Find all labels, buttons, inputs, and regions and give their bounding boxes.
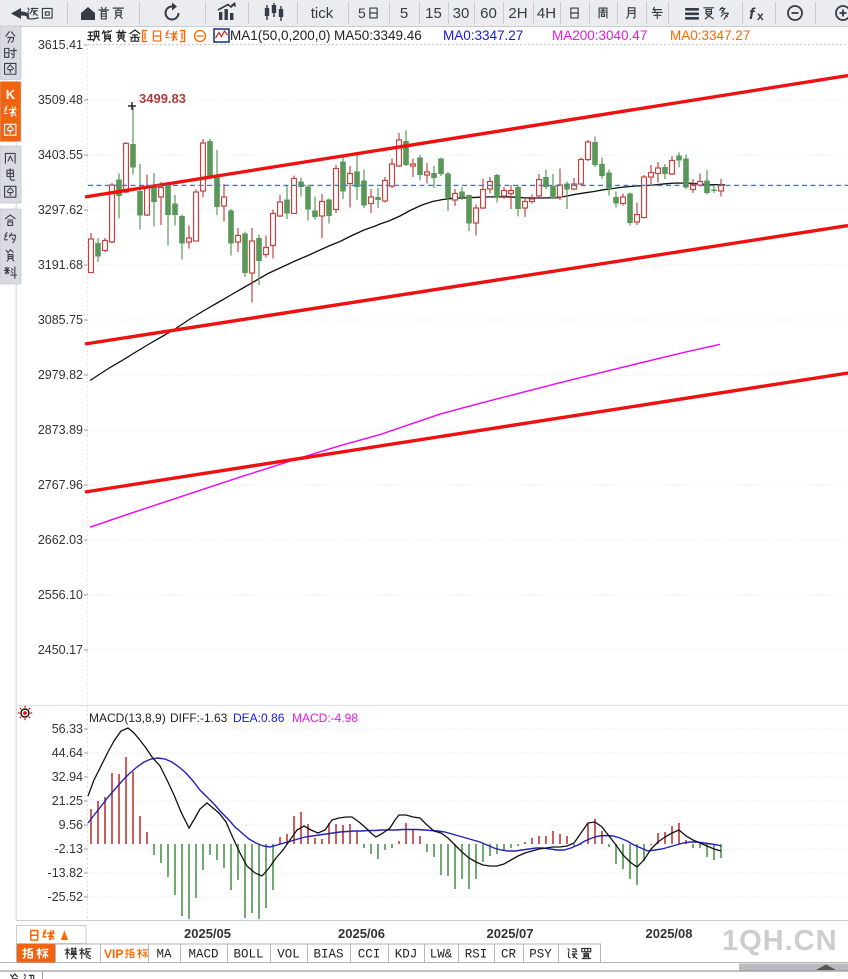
svg-text:1QH.CN: 1QH.CN — [722, 925, 838, 957]
svg-text:MA200:3040.47: MA200:3040.47 — [552, 28, 647, 43]
svg-text:MA1(50,0,200,0): MA1(50,0,200,0) — [230, 28, 331, 43]
svg-text:3191.68: 3191.68 — [38, 258, 83, 272]
svg-text:MA: MA — [156, 948, 172, 962]
svg-text:-25.52: -25.52 — [48, 890, 83, 904]
svg-text:4H: 4H — [537, 5, 556, 22]
svg-text:2025/05: 2025/05 — [184, 926, 231, 941]
svg-text:9.56: 9.56 — [59, 818, 83, 832]
svg-text:x: x — [757, 9, 764, 23]
svg-text:VOL: VOL — [277, 948, 300, 962]
svg-text:PSY: PSY — [529, 948, 552, 962]
svg-text:3403.55: 3403.55 — [38, 148, 83, 162]
svg-text:2025/07: 2025/07 — [487, 926, 534, 941]
svg-text:2979.82: 2979.82 — [38, 368, 83, 382]
svg-text:15: 15 — [425, 5, 442, 22]
svg-text:MACD: MACD — [188, 948, 218, 962]
svg-text:5: 5 — [358, 5, 366, 21]
svg-text:2H: 2H — [508, 5, 527, 22]
svg-text:BOLL: BOLL — [233, 948, 263, 962]
svg-text:-13.82: -13.82 — [48, 866, 83, 880]
svg-text:56.33: 56.33 — [52, 722, 83, 736]
svg-text:CCI: CCI — [358, 948, 381, 962]
svg-text:2025/06: 2025/06 — [338, 926, 385, 941]
svg-text:LW&: LW& — [430, 948, 453, 962]
svg-text:2767.96: 2767.96 — [38, 478, 83, 492]
svg-text:BIAS: BIAS — [313, 948, 343, 962]
svg-text:3615.41: 3615.41 — [38, 38, 83, 52]
svg-text:2450.17: 2450.17 — [38, 643, 83, 657]
svg-text:CR: CR — [501, 948, 517, 962]
svg-text:2873.89: 2873.89 — [38, 423, 83, 437]
svg-text:MA0:3347.27: MA0:3347.27 — [670, 28, 750, 43]
svg-text:MACD:-4.98: MACD:-4.98 — [292, 711, 358, 725]
svg-text:2662.03: 2662.03 — [38, 533, 83, 547]
svg-text:3085.75: 3085.75 — [38, 313, 83, 327]
svg-text:5: 5 — [400, 5, 408, 22]
svg-text:MA50:3349.46: MA50:3349.46 — [334, 28, 422, 43]
svg-text:-2.13: -2.13 — [55, 842, 84, 856]
svg-text:KDJ: KDJ — [395, 948, 418, 962]
svg-text:3297.62: 3297.62 — [38, 203, 83, 217]
svg-text:MA0:3347.27: MA0:3347.27 — [443, 28, 523, 43]
svg-text:32.94: 32.94 — [52, 770, 83, 784]
svg-text:tick: tick — [311, 5, 334, 22]
svg-text:60: 60 — [480, 5, 497, 22]
svg-text:VIP: VIP — [104, 947, 123, 961]
svg-text:RSI: RSI — [465, 948, 488, 962]
svg-text:3499.83: 3499.83 — [139, 91, 186, 106]
svg-text:K: K — [6, 87, 16, 102]
svg-text:2025/08: 2025/08 — [646, 926, 693, 941]
svg-text:21.25: 21.25 — [52, 794, 83, 808]
svg-text:DIFF:-1.63: DIFF:-1.63 — [170, 711, 228, 725]
svg-text:3509.48: 3509.48 — [38, 93, 83, 107]
svg-text:2556.10: 2556.10 — [38, 588, 83, 602]
svg-text:f: f — [749, 6, 756, 23]
svg-text:MACD(13,8,9): MACD(13,8,9) — [89, 711, 166, 725]
svg-text:44.64: 44.64 — [52, 746, 83, 760]
svg-text:DEA:0.86: DEA:0.86 — [233, 711, 285, 725]
svg-text:30: 30 — [453, 5, 470, 22]
